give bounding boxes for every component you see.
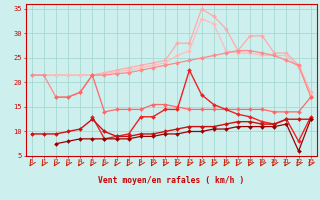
X-axis label: Vent moyen/en rafales ( km/h ): Vent moyen/en rafales ( km/h ) — [98, 176, 244, 185]
